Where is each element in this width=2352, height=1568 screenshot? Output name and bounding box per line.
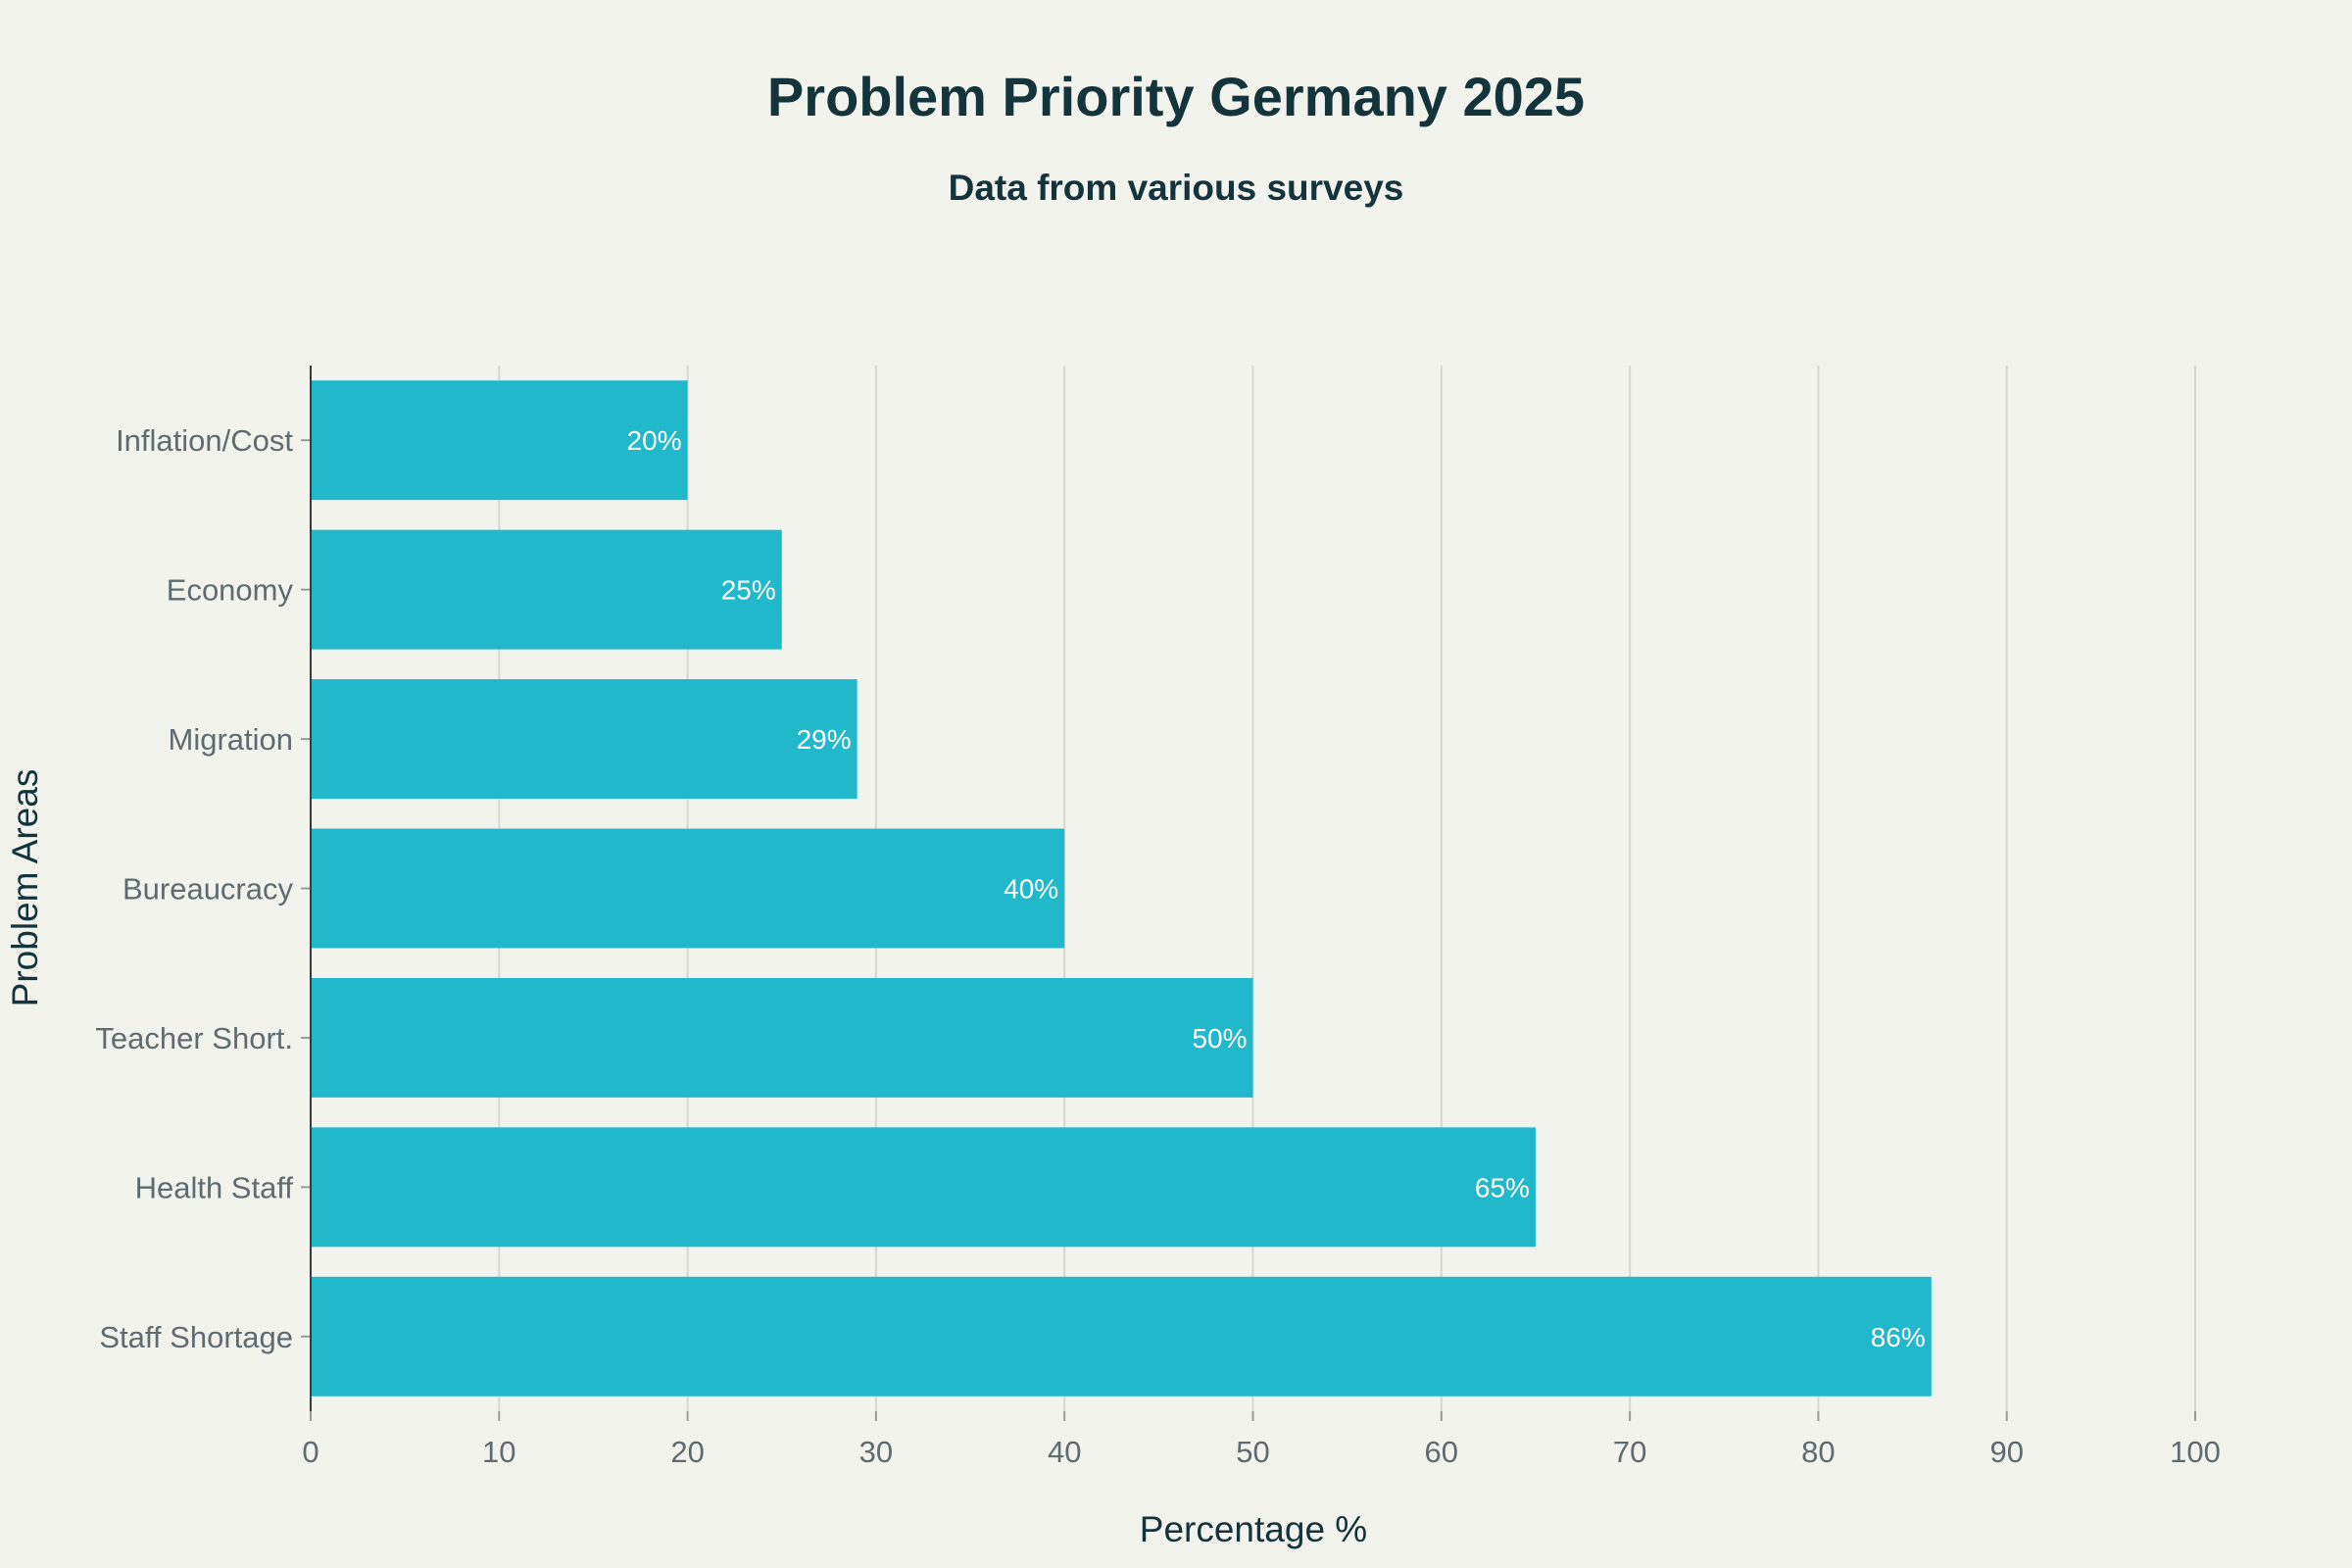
x-tick-label: 20 <box>670 1435 704 1469</box>
chart-title: Problem Priority Germany 2025 <box>767 66 1585 127</box>
y-tick-label: Migration <box>169 722 294 757</box>
bars <box>311 380 1932 1396</box>
chart-subtitle: Data from various surveys <box>949 168 1404 208</box>
data-labels: 20% 25% 29% 40% 50% 65% 86% <box>627 425 1926 1352</box>
bar-value-label: 29% <box>797 724 852 755</box>
y-tick-label: Health Staff <box>135 1170 294 1204</box>
x-tick-label: 100 <box>2170 1435 2221 1469</box>
bar[interactable] <box>311 828 1065 949</box>
bar-value-label: 40% <box>1004 874 1058 905</box>
bar[interactable] <box>311 380 688 501</box>
bar[interactable] <box>311 679 858 800</box>
axes: 0 10 20 30 40 50 60 70 80 90 100 Inflation/Cost Econ… <box>95 366 2221 1469</box>
bar[interactable] <box>311 1127 1536 1248</box>
y-axis-title: Problem Areas <box>5 769 45 1007</box>
x-tick-label: 80 <box>1801 1435 1835 1469</box>
y-tick-label: Economy <box>167 573 294 608</box>
x-tick-label: 40 <box>1048 1435 1081 1469</box>
bar-value-label: 65% <box>1475 1172 1530 1202</box>
x-tick-label: 60 <box>1425 1435 1458 1469</box>
y-tick-label: Bureaucracy <box>122 872 294 906</box>
x-axis-title: Percentage % <box>1140 1509 1367 1549</box>
x-tick-label: 50 <box>1236 1435 1269 1469</box>
y-tick-label: Teacher Short. <box>95 1021 293 1055</box>
bar[interactable] <box>311 529 782 650</box>
bar-value-label: 50% <box>1192 1023 1247 1054</box>
bar-value-label: 25% <box>721 575 776 606</box>
x-tick-label: 70 <box>1613 1435 1646 1469</box>
bar[interactable] <box>311 1276 1932 1396</box>
bar-value-label: 20% <box>627 425 682 456</box>
y-tick-label: Staff Shortage <box>99 1320 293 1354</box>
y-tick-label: Inflation/Cost <box>116 423 293 458</box>
x-tick-label: 90 <box>1989 1435 2023 1469</box>
x-tick-label: 10 <box>482 1435 515 1469</box>
x-tick-label: 30 <box>859 1435 893 1469</box>
bar[interactable] <box>311 977 1253 1098</box>
bar-value-label: 86% <box>1871 1322 1926 1352</box>
x-tick-label: 0 <box>302 1435 318 1469</box>
